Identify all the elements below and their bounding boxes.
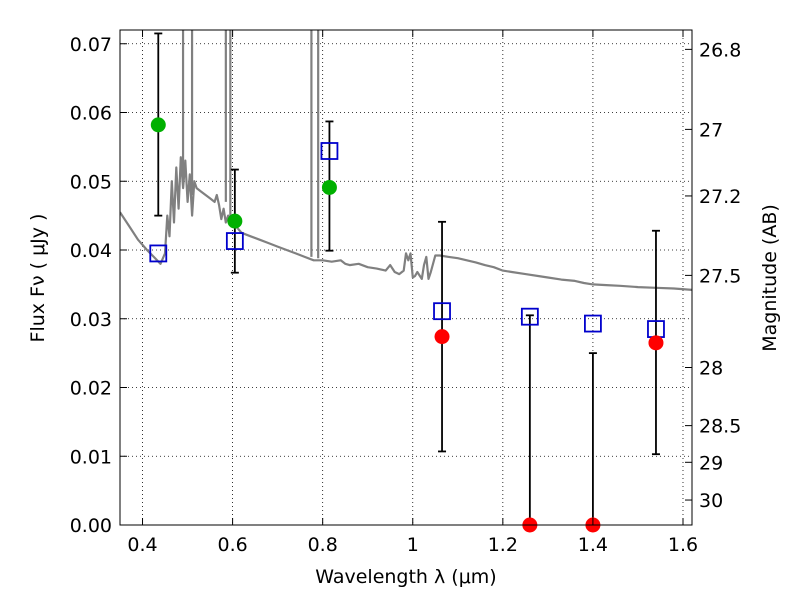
x-tick-label: 1 <box>407 534 419 556</box>
y-tick-label: 0.00 <box>70 515 112 537</box>
y-tick-label: 0.07 <box>70 34 112 56</box>
x-tick-label: 1.6 <box>668 534 698 556</box>
model-square-marker <box>320 142 339 160</box>
x-tick-label: 0.4 <box>127 534 157 556</box>
data-point-marker <box>434 329 450 345</box>
spectrum-line <box>120 156 692 291</box>
y-tick-labels: 0.00 0.01 0.02 0.03 0.04 0.05 0.06 0.07 <box>70 34 112 537</box>
model-square-marker <box>225 232 244 250</box>
y-tick-label: 0.05 <box>70 171 112 193</box>
plot-frame <box>119 29 693 526</box>
plot-background <box>120 30 692 525</box>
model-square-marker <box>149 244 168 263</box>
x-axis-label: Wavelength λ (μm) <box>315 566 496 588</box>
spectrum-layer <box>120 30 692 291</box>
model-square-marker <box>584 314 602 333</box>
x-tick-label: 0.8 <box>308 534 338 556</box>
x-tick-labels: 0.4 0.6 0.8 1 1.2 1.4 1.6 <box>127 534 698 556</box>
data-point-marker <box>321 179 337 195</box>
right-tick-label: 26.8 <box>699 39 741 61</box>
y-tick-label: 0.04 <box>70 240 112 262</box>
y-tick-label: 0.01 <box>70 446 112 468</box>
data-point-marker <box>150 117 166 133</box>
right-tick-label: 30 <box>699 490 723 512</box>
model-square-marker <box>433 302 451 321</box>
right-axis-label: Magnitude (AB) <box>759 204 781 352</box>
right-tick-label: 28 <box>699 358 723 380</box>
y-tick-label: 0.06 <box>70 103 112 125</box>
x-tick-label: 1.2 <box>488 534 518 556</box>
right-tick-labels: 26.8 27 27.2 27.5 28 28.5 29 30 <box>699 39 741 512</box>
x-tick-label: 1.4 <box>578 534 608 556</box>
right-tick-label: 27.2 <box>699 186 741 208</box>
right-tick-label: 29 <box>699 452 723 474</box>
right-tick-label: 28.5 <box>699 416 741 438</box>
model-square-marker <box>520 307 539 326</box>
right-tick-label: 27 <box>699 119 723 141</box>
data-point-marker <box>227 213 243 229</box>
y-axis-label: Flux Fν ( μJy ) <box>27 214 49 343</box>
x-tick-label: 0.6 <box>217 534 247 556</box>
y-tick-label: 0.02 <box>70 378 112 400</box>
y-tick-label: 0.03 <box>70 309 112 331</box>
data-point-marker <box>648 335 664 351</box>
right-tick-label: 27.5 <box>699 265 741 287</box>
axis-ticks <box>120 30 692 526</box>
